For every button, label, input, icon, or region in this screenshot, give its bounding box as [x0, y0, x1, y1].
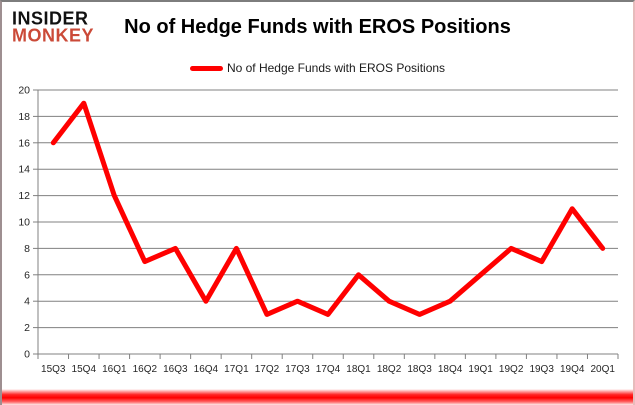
x-tick-label: 18Q3: [407, 364, 432, 375]
x-tick-label: 18Q4: [438, 364, 463, 375]
x-tick-label: 19Q3: [529, 364, 554, 375]
insider-monkey-logo: INSIDER MONKEY: [12, 7, 95, 46]
y-tick-label: 18: [18, 111, 30, 123]
x-tick-label: 15Q4: [72, 364, 97, 375]
y-tick-label: 12: [18, 190, 30, 202]
legend-label: No of Hedge Funds with EROS Positions: [226, 61, 446, 75]
y-tick-label: 2: [24, 322, 30, 334]
data-series-line: [50, 100, 606, 317]
x-tick-label: 16Q3: [163, 364, 188, 375]
y-tick-label: 0: [24, 349, 30, 361]
x-tick-label: 17Q2: [255, 364, 280, 375]
x-tick-label: 20Q1: [591, 364, 616, 375]
x-tick-label: 17Q3: [285, 364, 310, 375]
x-tick-label: 17Q4: [316, 364, 341, 375]
x-tick-label: 16Q2: [133, 364, 158, 375]
x-tick-label: 17Q1: [224, 364, 249, 375]
y-tick-label: 14: [18, 164, 30, 176]
legend: No of Hedge Funds with EROS Positions: [2, 60, 633, 76]
logo-line2: MONKEY: [12, 24, 95, 46]
x-tick-label: 19Q1: [468, 364, 493, 375]
y-tick-label: 20: [18, 85, 30, 97]
x-tick-label: 18Q2: [377, 364, 402, 375]
y-tick-label: 8: [24, 243, 30, 255]
page-title: No of Hedge Funds with EROS Positions: [124, 16, 511, 38]
x-tick-label: 19Q4: [560, 364, 585, 375]
logo-line1: INSIDER: [12, 7, 89, 29]
x-tick-label: 18Q1: [346, 364, 371, 375]
x-tick-label: 19Q2: [499, 364, 524, 375]
x-tick-label: 16Q4: [194, 364, 219, 375]
y-tick-label: 10: [18, 217, 30, 229]
y-tick-label: 16: [18, 137, 30, 149]
y-tick-label: 4: [24, 296, 30, 308]
x-tick-label: 16Q1: [102, 364, 127, 375]
legend-line-swatch: [189, 65, 223, 71]
y-tick-label: 6: [24, 269, 30, 281]
x-tick-label: 15Q3: [41, 364, 66, 375]
